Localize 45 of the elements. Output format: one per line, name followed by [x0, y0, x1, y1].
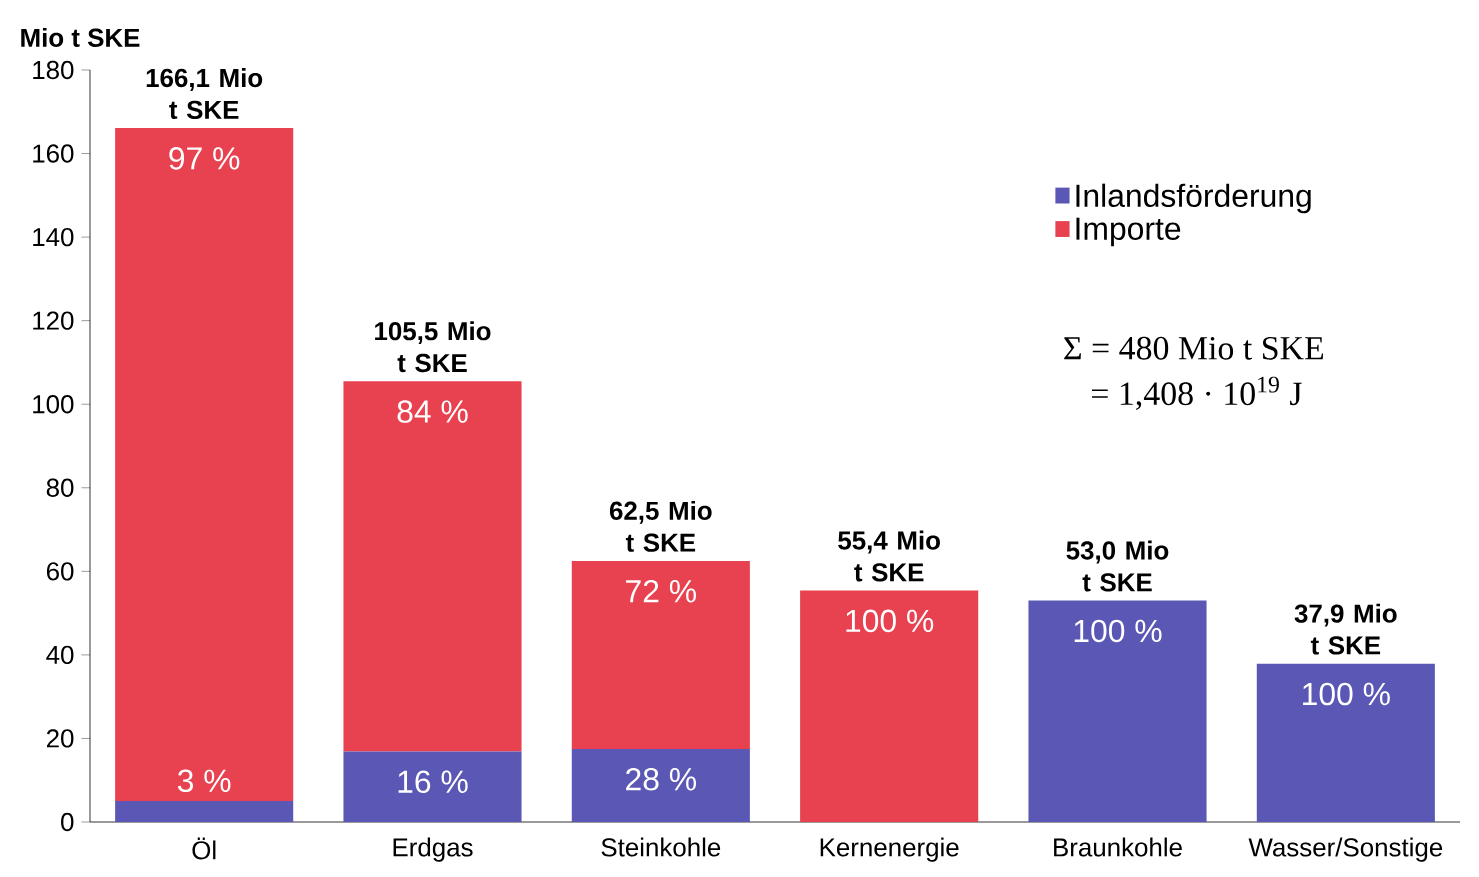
- y-tick-label: 120: [33, 311, 74, 330]
- y-axis-title: Mio t SKE: [21, 27, 140, 47]
- y-tick-label: 180: [33, 60, 74, 80]
- annotation: 84 %: [397, 400, 468, 423]
- total-label: 37,9 Mio t SKE: [1294, 603, 1397, 655]
- y-tick-label: 100: [33, 395, 74, 414]
- total-label: 53,0 Mio t SKE: [1066, 540, 1169, 592]
- bar: [571, 748, 750, 822]
- x-tick-label: Öl: [192, 837, 216, 860]
- bar: [571, 560, 750, 749]
- annotation: 16 %: [398, 770, 468, 794]
- bar: [343, 751, 522, 822]
- annotation: 3 %: [177, 769, 231, 793]
- annotation: 100 %: [1303, 682, 1390, 706]
- y-tick-label: 0: [61, 812, 74, 832]
- y-tick-label: 140: [33, 227, 74, 247]
- bar: [343, 381, 522, 752]
- legend-label: Importe: [1076, 217, 1181, 247]
- bar: [115, 128, 294, 802]
- bar: [1028, 600, 1207, 822]
- total-label: 105,5 Mio t SKE: [375, 321, 491, 373]
- bar: [1256, 663, 1435, 822]
- total-label: 62,5 Mio t SKE: [609, 500, 712, 552]
- y-tick-label: 160: [33, 144, 74, 163]
- x-tick-label: Erdgas: [393, 837, 473, 862]
- bar: [800, 590, 979, 822]
- annotation: = 1,408 · 10$^{19}$ J: [1091, 376, 1302, 411]
- x-tick-label: Steinkohle: [601, 837, 721, 857]
- x-tick-label: Wasser/Sonstige: [1248, 837, 1443, 862]
- total-label: 55,4 Mio t SKE: [838, 530, 940, 582]
- y-tick-label: 60: [46, 562, 74, 581]
- y-tick-label: 20: [46, 729, 74, 748]
- bar: [115, 801, 294, 822]
- x-tick-label: Braunkohle: [1054, 837, 1182, 857]
- legend-label: Inlandsförderung: [1076, 183, 1311, 214]
- annotation: 97 %: [169, 147, 240, 170]
- annotation: Σ = 480 Mio t SKE: [1064, 336, 1324, 360]
- annotation: 100 %: [846, 609, 934, 633]
- y-tick-label: 80: [46, 478, 74, 497]
- total-label: 166,1 Mio t SKE: [146, 68, 263, 120]
- annotation: 72 %: [626, 579, 696, 603]
- annotation: 28 %: [626, 767, 696, 791]
- x-tick-label: Kernenergie: [820, 837, 959, 862]
- annotation: 100 %: [1074, 619, 1162, 643]
- y-tick-label: 40: [46, 645, 74, 665]
